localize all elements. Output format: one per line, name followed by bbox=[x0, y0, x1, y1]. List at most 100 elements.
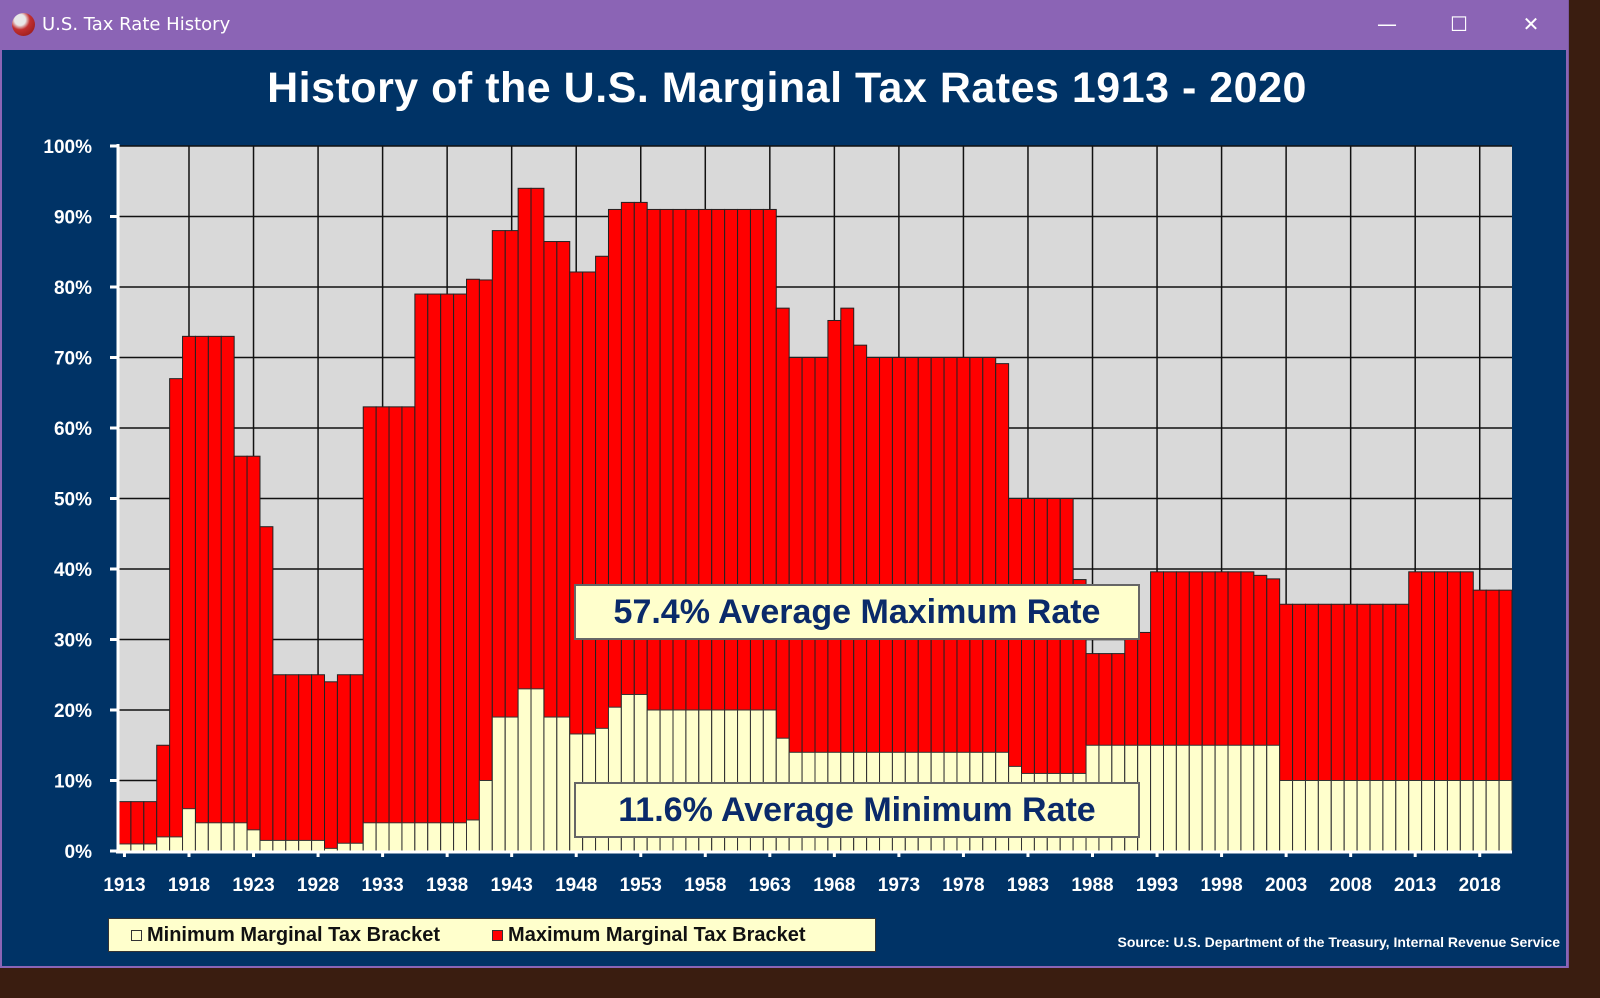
bar-min bbox=[169, 836, 184, 852]
y-tick-label: 50% bbox=[54, 490, 92, 511]
bar-min bbox=[1150, 744, 1165, 852]
bar-max bbox=[311, 674, 326, 852]
bar-min bbox=[543, 716, 558, 852]
bar-max bbox=[375, 406, 390, 852]
bar-min bbox=[1446, 780, 1461, 852]
bar-min bbox=[375, 822, 390, 852]
bar-max bbox=[349, 674, 364, 852]
bar-max bbox=[453, 293, 467, 852]
x-tick-label: 2013 bbox=[1394, 875, 1436, 896]
bar-min bbox=[1188, 744, 1203, 852]
y-tick-label: 90% bbox=[54, 208, 92, 229]
bar-min bbox=[1382, 780, 1397, 852]
x-tick-label: 1983 bbox=[1007, 875, 1049, 896]
x-tick-label: 1943 bbox=[491, 875, 533, 896]
bar-min bbox=[556, 716, 571, 852]
bar-min bbox=[298, 839, 313, 852]
chart-title: History of the U.S. Marginal Tax Rates 1… bbox=[267, 64, 1307, 112]
bar-min bbox=[336, 842, 351, 852]
legend-item-max: Maximum Marginal Tax Bracket bbox=[492, 924, 806, 947]
average-minimum-annotation: 11.6% Average Minimum Rate bbox=[574, 782, 1140, 838]
bar-min bbox=[388, 822, 403, 852]
y-tick-label: 80% bbox=[54, 278, 92, 299]
bar-min bbox=[414, 822, 429, 852]
title-bar[interactable]: U.S. Tax Rate History — ☐ ✕ bbox=[0, 0, 1568, 48]
bar-min bbox=[1485, 780, 1500, 852]
bar-max bbox=[285, 674, 300, 852]
bar-min bbox=[349, 842, 364, 852]
x-tick-label: 1973 bbox=[878, 875, 920, 896]
bar-max bbox=[427, 293, 442, 852]
bar-max bbox=[220, 335, 235, 852]
bar-min bbox=[1292, 780, 1306, 852]
bar-max bbox=[298, 674, 313, 852]
x-tick-label: 1998 bbox=[1200, 875, 1242, 896]
bar-min bbox=[1227, 744, 1242, 852]
bar-min bbox=[1472, 780, 1487, 852]
bar-max bbox=[362, 406, 377, 852]
bar-max bbox=[194, 335, 209, 852]
app-logo-icon bbox=[12, 13, 35, 36]
x-tick-label: 1993 bbox=[1136, 875, 1178, 896]
close-icon: ✕ bbox=[1522, 12, 1540, 36]
bar-min bbox=[259, 839, 274, 852]
bar-max bbox=[324, 681, 338, 852]
bar-min bbox=[517, 688, 532, 852]
y-tick-label: 0% bbox=[65, 842, 93, 863]
minimize-icon: — bbox=[1377, 12, 1397, 36]
window-title: U.S. Tax Rate History bbox=[42, 14, 231, 35]
chart-plot: 0% 10% 20% 30% 40% 50% 60% 70% 80% 90% 100% 1913 191… bbox=[43, 137, 1513, 896]
minimize-button[interactable]: — bbox=[1352, 0, 1422, 48]
bar-min bbox=[130, 843, 145, 852]
bar-min bbox=[1175, 744, 1190, 852]
bar-min bbox=[440, 822, 455, 852]
bar-min bbox=[1434, 780, 1448, 852]
bar-max bbox=[233, 455, 248, 852]
bar-min bbox=[466, 819, 480, 852]
legend-item-min: Minimum Marginal Tax Bracket bbox=[131, 924, 440, 947]
bar-max bbox=[478, 279, 493, 852]
bar-min bbox=[1343, 780, 1358, 852]
x-tick-label: 1938 bbox=[426, 875, 468, 896]
bar-min bbox=[1317, 780, 1332, 852]
app-window: U.S. Tax Rate History — ☐ ✕ History of t… bbox=[0, 0, 1569, 968]
x-tick-label: 1988 bbox=[1071, 875, 1113, 896]
maximize-button[interactable]: ☐ bbox=[1424, 0, 1494, 48]
x-tick-label: 1958 bbox=[684, 875, 726, 896]
bar-min bbox=[530, 688, 545, 852]
bar-min bbox=[453, 822, 467, 852]
bar-min bbox=[478, 780, 493, 852]
x-tick-label: 1913 bbox=[103, 875, 145, 896]
bar-min bbox=[427, 822, 442, 852]
bar-min bbox=[491, 716, 506, 852]
legend-label-min: Minimum Marginal Tax Bracket bbox=[147, 923, 441, 946]
bar-min bbox=[1266, 744, 1281, 852]
x-tick-label: 1968 bbox=[813, 875, 855, 896]
bar-min bbox=[1304, 780, 1319, 852]
x-tick-label: 1963 bbox=[749, 875, 791, 896]
legend-swatch-min bbox=[131, 929, 142, 941]
bar-min bbox=[156, 836, 171, 852]
x-tick-label: 1978 bbox=[942, 875, 984, 896]
x-tick-label: 2003 bbox=[1265, 875, 1307, 896]
bar-min bbox=[1214, 744, 1229, 852]
close-button[interactable]: ✕ bbox=[1496, 0, 1566, 48]
bar-min bbox=[1201, 744, 1216, 852]
bar-min bbox=[233, 822, 248, 852]
bar-max bbox=[466, 278, 480, 852]
x-tick-label: 1933 bbox=[361, 875, 403, 896]
bar-max bbox=[156, 744, 171, 852]
average-maximum-annotation: 57.4% Average Maximum Rate bbox=[574, 584, 1140, 640]
bar-max bbox=[259, 526, 274, 852]
bar-min bbox=[311, 839, 326, 852]
bar-max bbox=[182, 335, 196, 852]
y-tick-label: 100% bbox=[43, 137, 92, 158]
bar-min bbox=[1459, 780, 1474, 852]
bar-min bbox=[1421, 780, 1436, 852]
x-tick-label: 2008 bbox=[1330, 875, 1372, 896]
legend-swatch-max bbox=[492, 929, 504, 941]
bar-min bbox=[285, 839, 300, 852]
bar-min bbox=[272, 839, 287, 852]
bar-min bbox=[1395, 780, 1410, 852]
x-tick-label: 1928 bbox=[297, 875, 339, 896]
